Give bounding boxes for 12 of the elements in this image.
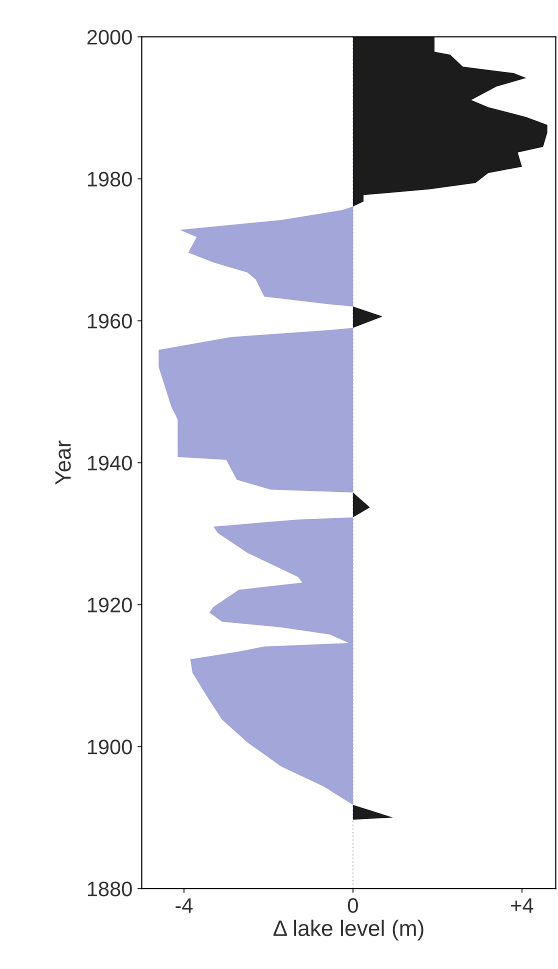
y-axis-title: Year: [55, 440, 71, 485]
y-tick-label: 1980: [88, 172, 132, 187]
y-tick-label: 1880: [88, 882, 132, 896]
y-tick-label: 1940: [88, 456, 132, 470]
x-axis-title: Δ lake level (m): [273, 920, 424, 941]
y-tick-label: 1920: [88, 598, 132, 612]
y-tick-label: 1900: [88, 740, 132, 754]
y-tick-label: 1960: [88, 314, 132, 328]
x-tick-label: +4: [511, 898, 534, 913]
x-tick-label: 0: [348, 898, 358, 913]
y-tick-label: 2000: [87, 30, 132, 45]
x-tick-label: -4: [176, 898, 193, 913]
